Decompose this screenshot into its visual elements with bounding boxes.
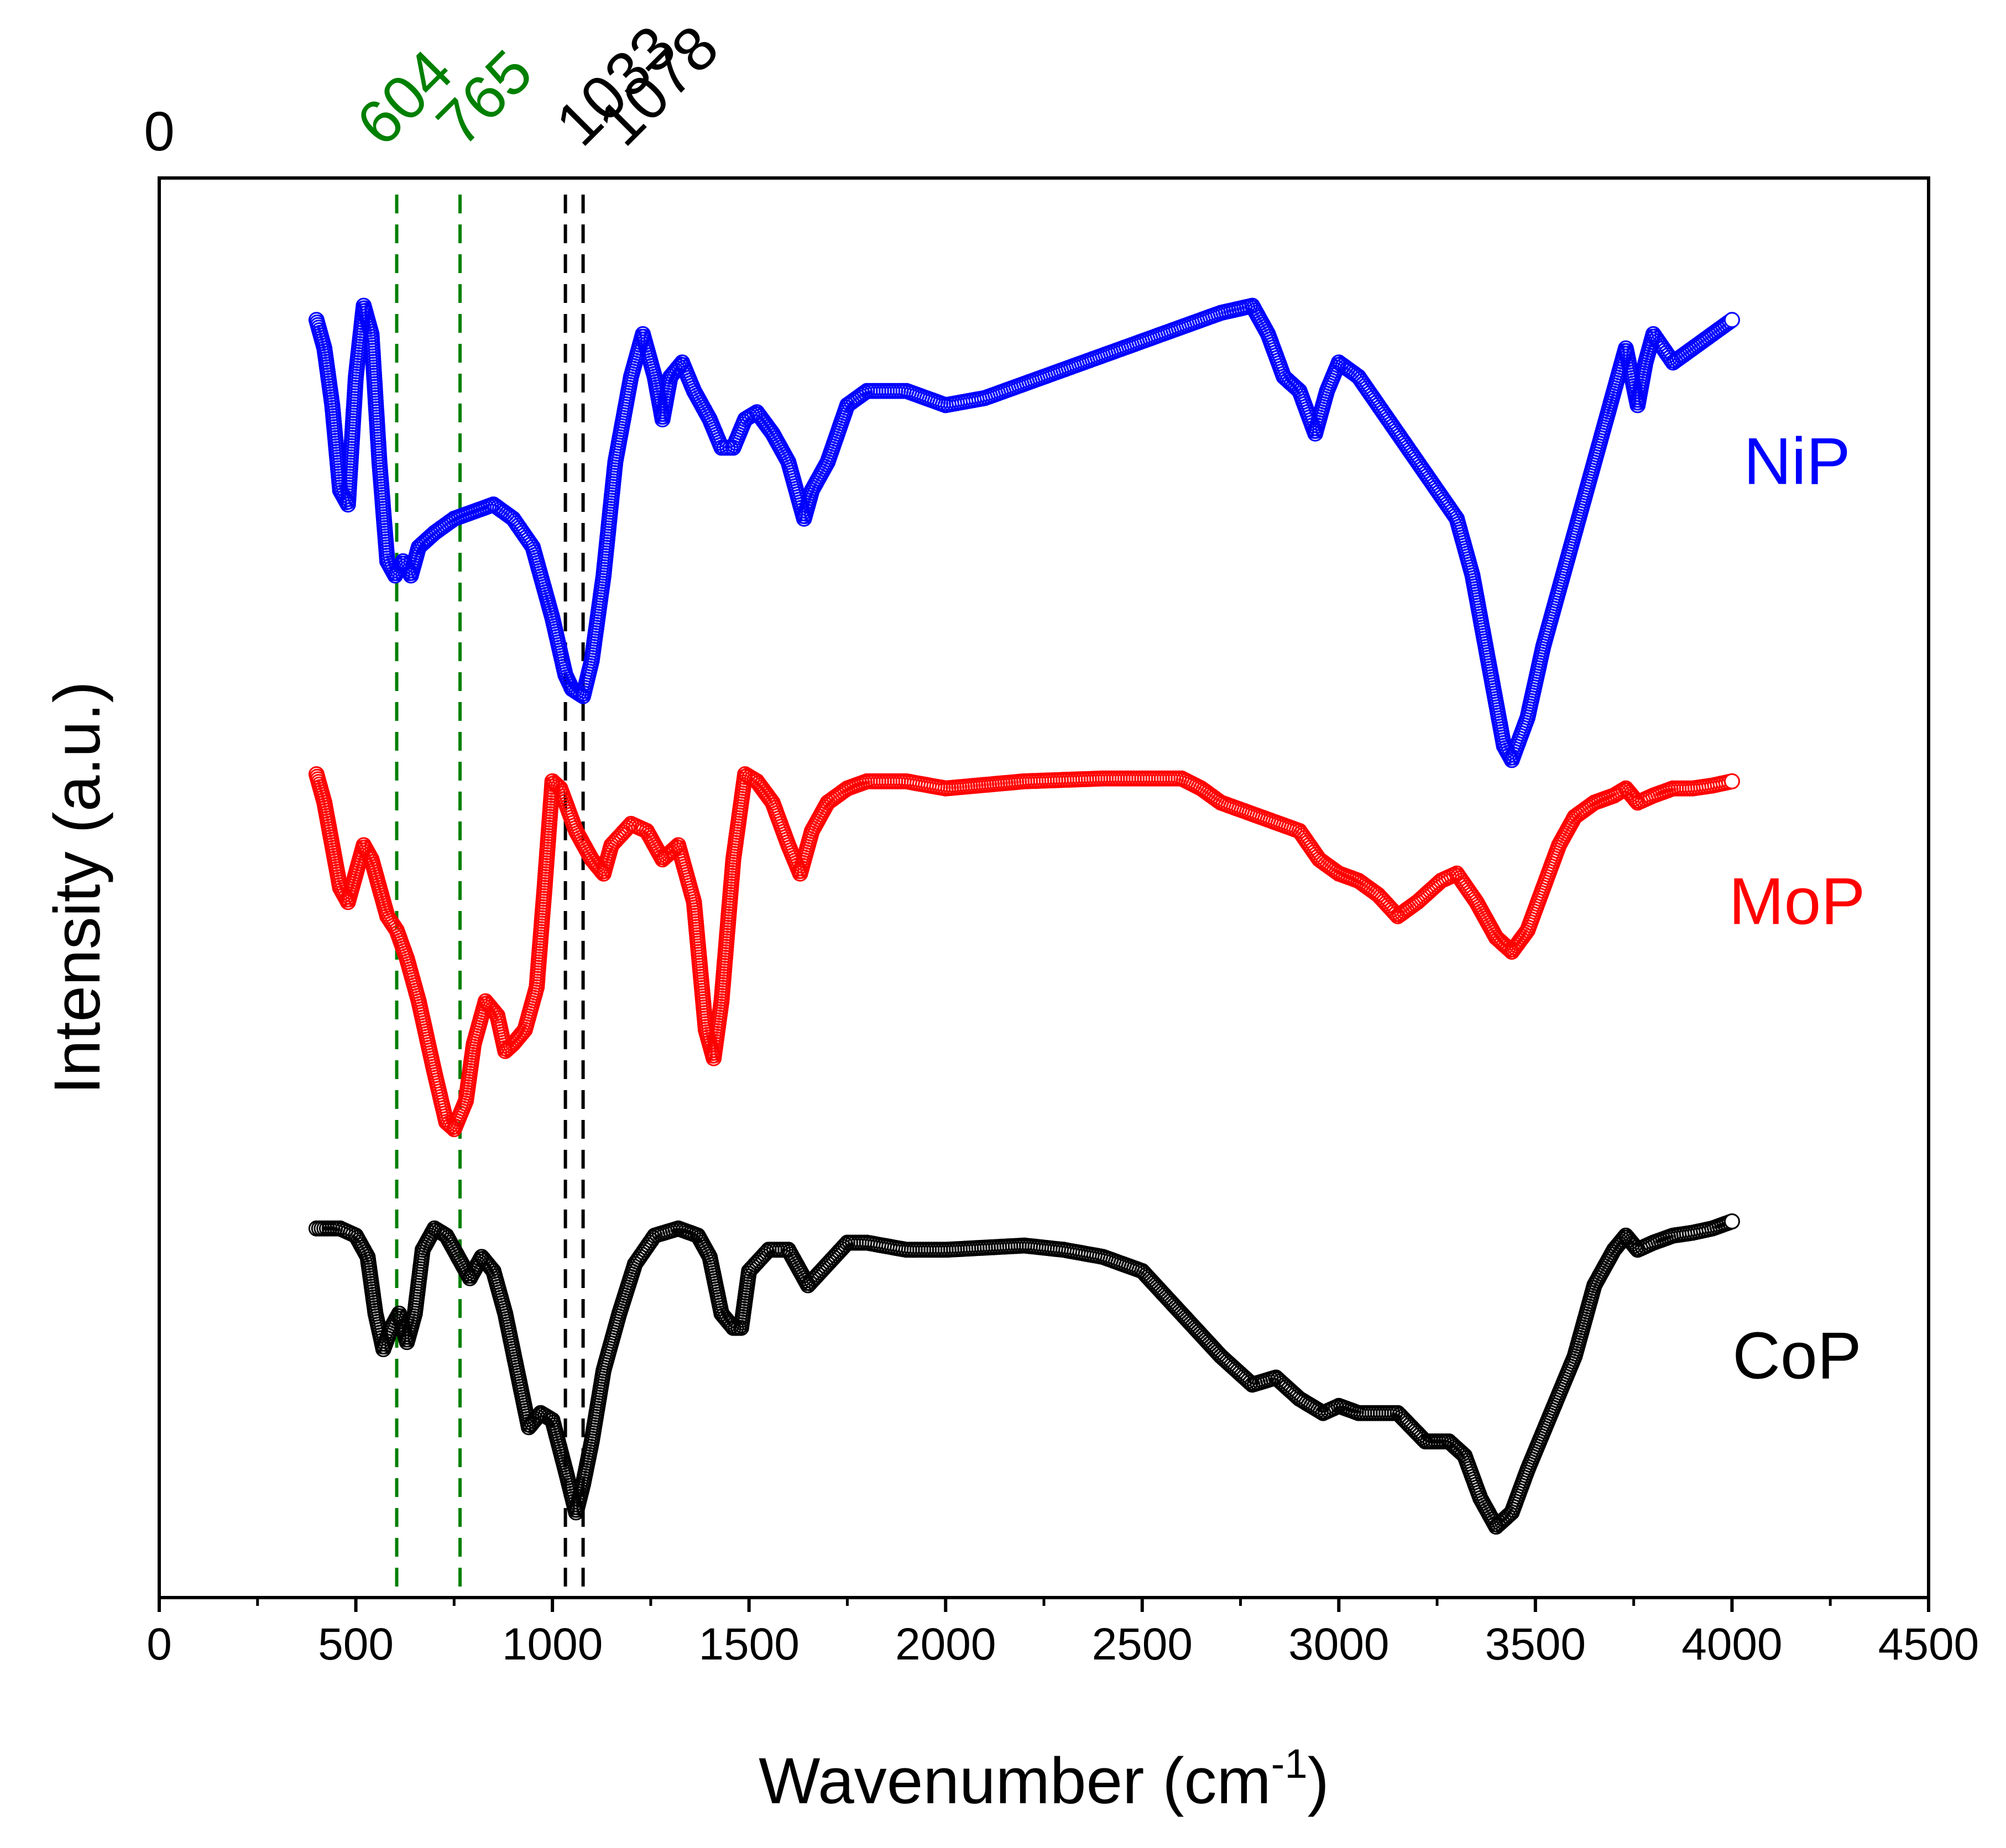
series-NiP (308, 297, 1740, 768)
x-tick-label-2000: 2000 (895, 1619, 996, 1669)
series-MoP (308, 766, 1740, 1138)
x-tick-label-4000: 4000 (1681, 1619, 1782, 1669)
series-CoP (308, 1213, 1740, 1535)
y-axis-title: Intensity (a.u.) (41, 681, 114, 1095)
point-MoP (1723, 773, 1740, 789)
x-tick-label-500: 500 (318, 1619, 394, 1669)
annotation-lines (395, 195, 585, 1598)
series-layer (308, 297, 1740, 1535)
x-tick-label-0: 0 (147, 1619, 172, 1669)
plot-frame (158, 176, 1930, 1599)
top-axis-zero-label: 0 (144, 101, 175, 163)
x-tick-label-3000: 3000 (1288, 1619, 1389, 1669)
annotation-label-765: 765 (424, 36, 546, 159)
series-labels: NiP MoP CoP (1729, 425, 1866, 1393)
x-tick-label-4500: 4500 (1878, 1619, 1979, 1669)
point-MoP (1498, 938, 1514, 955)
x-tick-label-1000: 1000 (502, 1619, 603, 1669)
x-axis-title-superscript: -1 (1271, 1741, 1308, 1787)
x-tick-label-1500: 1500 (698, 1619, 799, 1669)
series-label-MoP: MoP (1729, 865, 1866, 939)
series-label-NiP: NiP (1743, 425, 1850, 499)
point-CoP (1723, 1213, 1740, 1229)
point-NiP (1723, 312, 1740, 328)
point-MoP (440, 1116, 457, 1132)
x-tick-label-2500: 2500 (1092, 1619, 1193, 1669)
series-label-CoP: CoP (1732, 1318, 1861, 1392)
x-tick-label-3500: 3500 (1485, 1619, 1586, 1669)
x-axis-title-main: Wavenumber (cm (759, 1745, 1271, 1818)
point-MoP (664, 842, 681, 859)
x-axis-title-close: ) (1308, 1745, 1329, 1818)
x-axis-ticks: 0 500 1000 1500 2000 2500 3000 3500 4000 4500 (147, 1598, 1979, 1669)
x-axis-title: Wavenumber (cm-1) (759, 1741, 1329, 1818)
